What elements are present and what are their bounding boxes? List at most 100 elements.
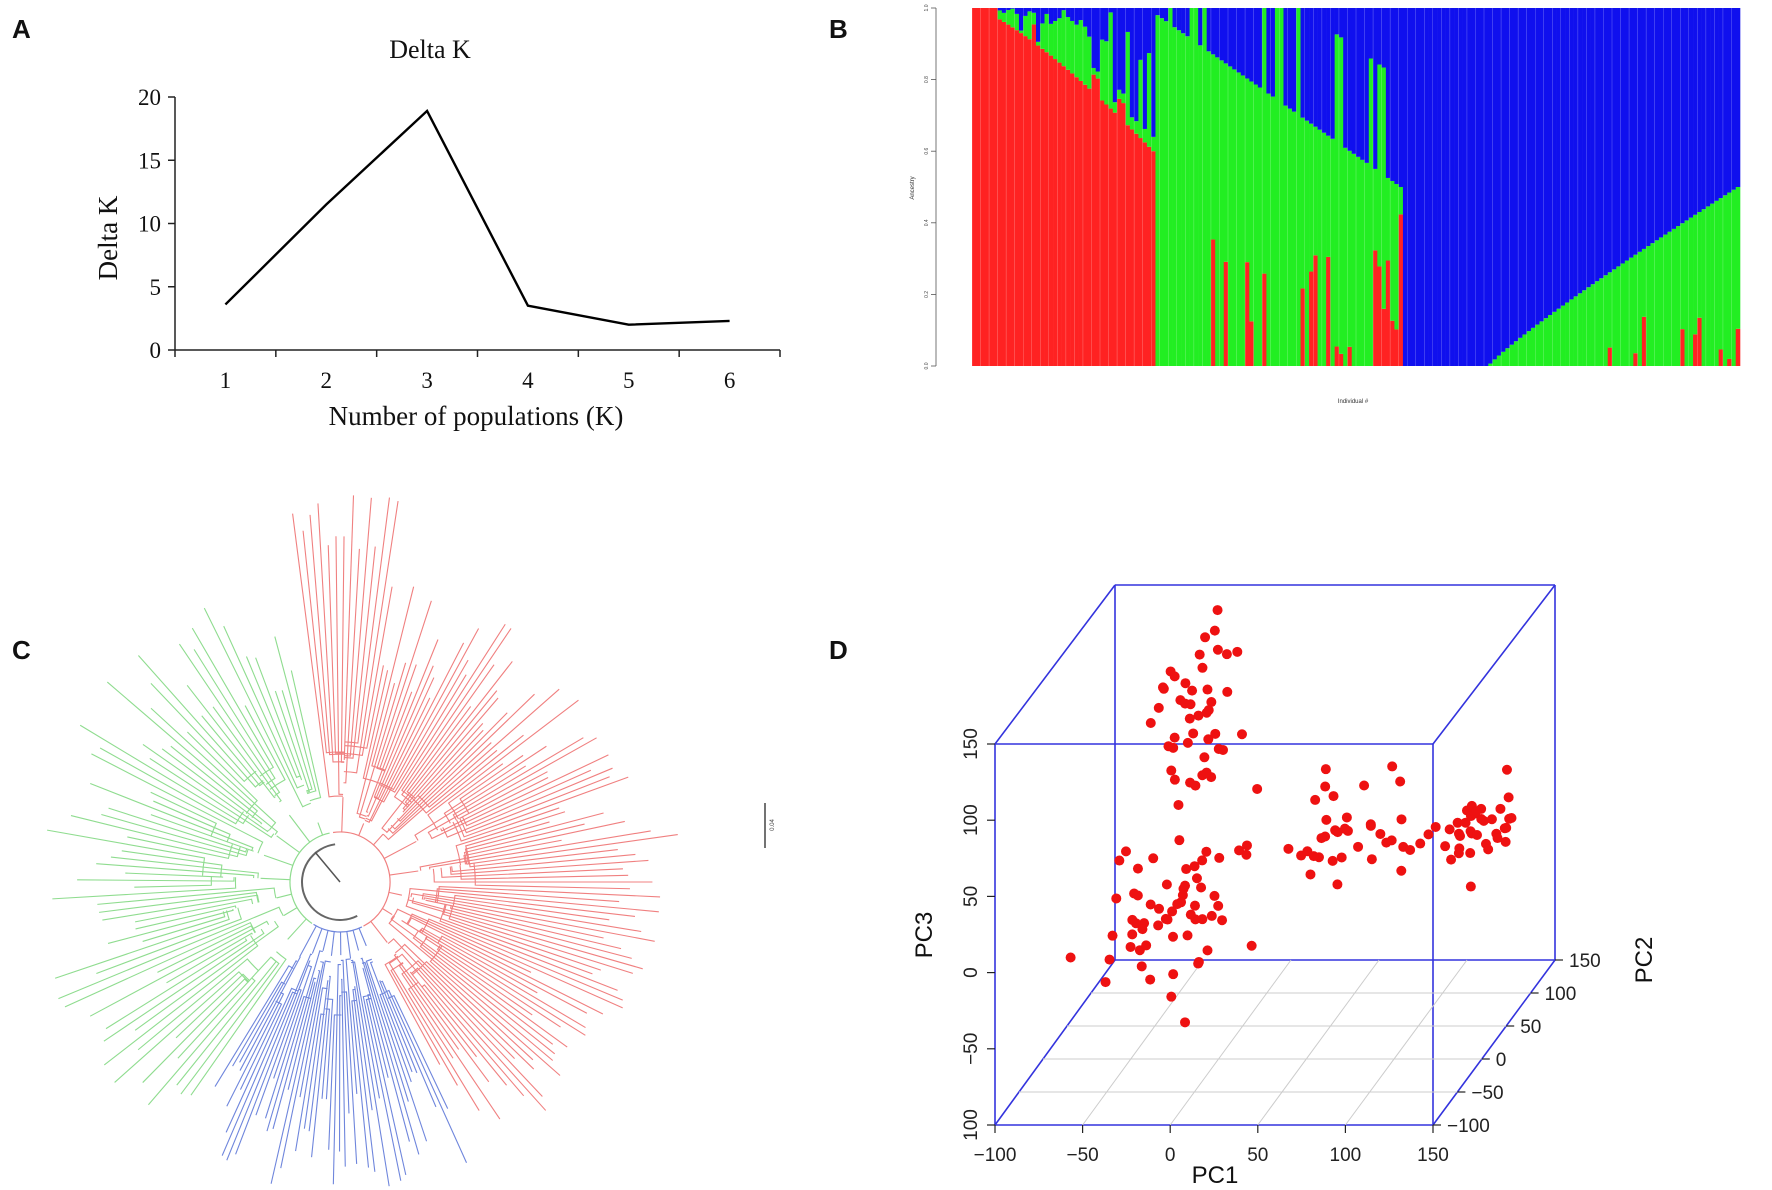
tree-branch-green — [255, 657, 303, 781]
pca-point — [1217, 915, 1228, 926]
tree-branch-red — [423, 897, 655, 942]
ancestry-bar-blue — [1313, 8, 1318, 127]
pca-point — [1241, 840, 1252, 851]
tree-branch-red — [402, 723, 484, 813]
pca-point — [1332, 879, 1343, 890]
ancestry-bar-blue — [1535, 8, 1540, 325]
ancestry-bar-blue — [1650, 8, 1655, 244]
ancestry-bar-blue — [1646, 8, 1651, 247]
ancestry-bar-green — [1612, 269, 1617, 366]
pca-point — [1132, 890, 1143, 901]
ancestry-bar-green — [1091, 67, 1097, 75]
ancestry-bar-green — [1658, 237, 1664, 366]
ancestry-bar-green — [1309, 123, 1314, 272]
ancestry-bar-green — [1722, 195, 1728, 366]
tree-branch-blue — [340, 959, 350, 1114]
delta-k-ytick-label: 15 — [138, 148, 161, 173]
pca-ytick-label: −50 — [1471, 1083, 1503, 1104]
ancestry-bar-blue — [1223, 8, 1229, 64]
tree-branch-green — [203, 607, 311, 808]
tree-branch-green — [97, 887, 277, 905]
ancestry-bar-red — [1381, 308, 1387, 366]
ancestry-bar-green — [1599, 278, 1604, 366]
tree-branch-blue — [380, 980, 437, 1108]
tree-branch-red — [343, 500, 399, 774]
pca-box-edge — [994, 584, 1116, 745]
tree-branch-red — [452, 737, 584, 821]
ancestry-bar-red — [1129, 129, 1135, 366]
tree-branch-red — [417, 749, 498, 808]
tree-branch-blue — [341, 978, 346, 1167]
tree-branch-red — [344, 586, 393, 757]
ancestry-bar-red — [1385, 260, 1391, 366]
ancestry-bar-blue — [1411, 8, 1417, 366]
ancestry-bar-green — [1650, 243, 1655, 366]
tree-branch-red — [466, 833, 678, 865]
tree-branch-blue — [345, 958, 358, 1094]
ancestry-bar-red — [1036, 45, 1041, 366]
ancestry-ytick-label: 0.2 — [924, 291, 930, 298]
pca-point — [1169, 671, 1180, 682]
ancestry-bar-green — [1087, 36, 1092, 89]
ancestry-bar-blue — [1641, 8, 1647, 249]
tree-branch-green — [142, 743, 270, 833]
ancestry-bar-green — [1245, 78, 1250, 263]
ancestry-bar-red — [1300, 288, 1306, 366]
pca-point — [1172, 899, 1183, 910]
ancestry-bar-green — [1292, 111, 1297, 366]
pca-point — [1241, 849, 1252, 860]
ancestry-bar-green — [1027, 11, 1033, 40]
ancestry-bar-green — [1693, 214, 1698, 335]
ancestry-bar-green — [1172, 27, 1178, 367]
ancestry-bar-green — [1548, 314, 1553, 366]
pca-point — [1452, 817, 1463, 828]
pca-point — [1495, 803, 1506, 814]
tree-branch-blue-node — [358, 928, 367, 947]
delta-k-ytick-label: 0 — [150, 338, 162, 363]
pca-point — [1182, 930, 1193, 941]
tree-branch-green — [142, 978, 249, 1083]
tree-branch-red — [455, 811, 566, 866]
pca-point — [1145, 899, 1156, 910]
pca-point — [1202, 684, 1213, 695]
ancestry-bar-green — [1014, 13, 1020, 31]
ancestry-bar-red — [1087, 88, 1092, 367]
pca-point — [1209, 890, 1220, 901]
ancestry-bar-green — [1360, 159, 1365, 366]
tree-branch-green — [47, 829, 206, 876]
ancestry-bar-red — [1057, 62, 1062, 366]
tree-branch-green-node — [283, 907, 298, 916]
ancestry-bar-green — [1206, 51, 1212, 366]
pca-point — [1444, 824, 1455, 835]
delta-k-xtick-label: 2 — [321, 368, 333, 393]
pca-floor-grid — [1082, 959, 1204, 1126]
ancestry-bar-red — [976, 8, 981, 366]
ancestry-bar-blue — [1441, 8, 1446, 366]
tree-branch-red — [459, 865, 629, 880]
ancestry-bar-blue — [1104, 8, 1109, 42]
ancestry-bar-blue — [1471, 8, 1476, 366]
ancestry-bar-blue — [1057, 8, 1062, 19]
ancestry-bar-blue — [1385, 8, 1391, 178]
ancestry-bar-green — [1223, 63, 1229, 262]
tree-branch-red — [412, 930, 554, 1045]
ancestry-bar-green — [1257, 87, 1263, 367]
ancestry-bar-green — [1398, 187, 1404, 215]
pca-point — [1359, 780, 1370, 791]
tree-branch-red — [429, 945, 561, 1076]
tree-branch-green — [170, 745, 279, 835]
ancestry-bar-blue — [1210, 8, 1216, 55]
pca-point — [1158, 683, 1169, 694]
pca-point — [1405, 844, 1416, 855]
tree-branch-green — [274, 690, 311, 793]
ancestry-bar-green — [1112, 102, 1118, 113]
tree-branch-blue-node — [346, 931, 352, 959]
ancestry-bar-blue — [1027, 8, 1033, 12]
tree-branch-red — [309, 514, 345, 756]
ancestry-bar-blue — [1543, 8, 1549, 319]
ancestry-bar-blue — [1612, 8, 1617, 270]
tree-branch-blue-node — [322, 930, 329, 952]
tree-branch-red — [469, 848, 618, 868]
ancestry-bar-green — [1594, 281, 1600, 366]
pca-floor-grid — [1344, 959, 1468, 1126]
